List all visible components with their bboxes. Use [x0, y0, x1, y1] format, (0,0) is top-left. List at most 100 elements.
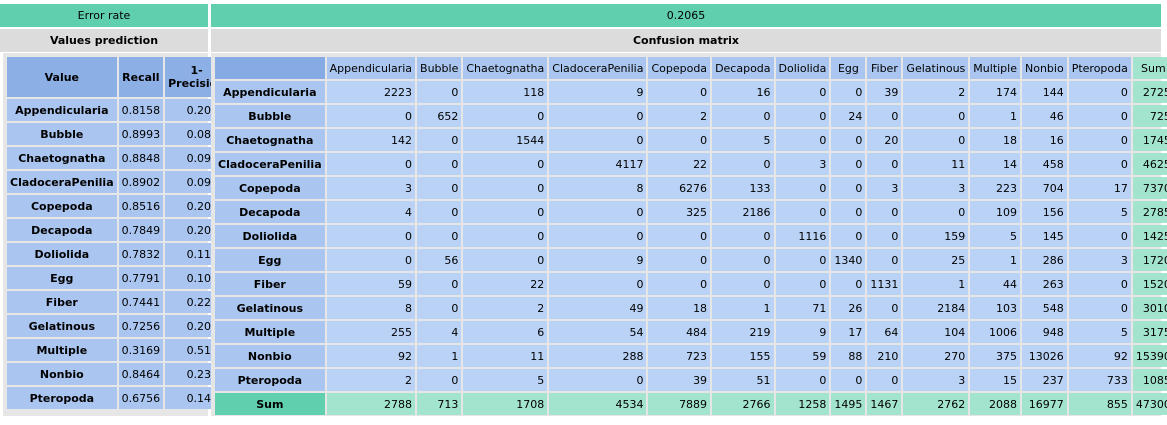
- count-cell: 3: [775, 153, 830, 175]
- count-cell: 1340: [831, 249, 866, 271]
- count-cell: 0: [903, 129, 969, 151]
- row: Doliolida000000111600159514501425: [215, 225, 1167, 247]
- class-label: Bubble: [7, 123, 117, 145]
- count-cell: 0: [775, 129, 830, 151]
- count-cell: 15: [970, 369, 1020, 391]
- count-cell: 2785: [1132, 201, 1167, 223]
- count-cell: 47300: [1132, 393, 1167, 415]
- count-cell: 3010: [1132, 297, 1167, 319]
- count-cell: 0: [463, 177, 548, 199]
- count-cell: 0: [549, 369, 647, 391]
- count-cell: 133: [712, 177, 774, 199]
- count-cell: 7889: [648, 393, 711, 415]
- count-cell: 725: [1132, 105, 1167, 127]
- count-cell: 0: [1068, 81, 1131, 103]
- count-cell: 3: [867, 177, 902, 199]
- column-header: Appendicularia: [326, 57, 416, 79]
- count-cell: 0: [463, 105, 548, 127]
- count-cell: 3175: [1132, 321, 1167, 343]
- count-cell: 17: [831, 321, 866, 343]
- error-rate-value: 0.2065: [211, 4, 1161, 27]
- count-cell: 0: [1068, 225, 1131, 247]
- count-cell: 0: [1068, 297, 1131, 319]
- count-cell: 144: [1022, 81, 1067, 103]
- values-table: Value Recall 1-Precision Appendicularia 0.81…: [5, 55, 230, 411]
- count-cell: 49: [549, 297, 647, 319]
- count-cell: 0: [549, 105, 647, 127]
- matrix-panel: Appendicularia Bubble Chaetognatha Cladocer…: [211, 53, 1167, 416]
- count-cell: 0: [417, 225, 462, 247]
- count-cell: 2186: [712, 201, 774, 223]
- count-cell: 0: [417, 129, 462, 151]
- count-cell: 4534: [549, 393, 647, 415]
- count-cell: 0: [549, 201, 647, 223]
- count-cell: 25: [903, 249, 969, 271]
- row: Bubble 0.8993 0.0856: [7, 123, 229, 145]
- count-cell: 9: [549, 249, 647, 271]
- header-row: Appendicularia Bubble Chaetognatha Cladocer…: [215, 57, 1167, 79]
- count-cell: 855: [1068, 393, 1131, 415]
- count-cell: 15390: [1132, 345, 1167, 367]
- count-cell: 4117: [549, 153, 647, 175]
- row-header: Bubble: [215, 105, 325, 127]
- count-cell: 237: [1022, 369, 1067, 391]
- count-cell: 1520: [1132, 273, 1167, 295]
- class-label: Egg: [7, 267, 117, 289]
- count-cell: 733: [1068, 369, 1131, 391]
- count-cell: 255: [326, 321, 416, 343]
- row: Appendicularia 2223 0 118 9 0 16 0 0 39 2 174 144 0 27…: [215, 81, 1167, 103]
- count-cell: 0: [326, 249, 416, 271]
- count-cell: 1708: [463, 393, 548, 415]
- values-prediction-label: Values prediction: [0, 29, 208, 52]
- count-cell: 46: [1022, 105, 1067, 127]
- column-header: Fiber: [867, 57, 902, 79]
- count-cell: 18: [970, 129, 1020, 151]
- row: Fiber5902200000113114426301520: [215, 273, 1167, 295]
- count-cell: 0: [775, 273, 830, 295]
- row: CladoceraPenilia 0.8902 0.0920: [7, 171, 229, 193]
- count-cell: 1006: [970, 321, 1020, 343]
- count-cell: 0: [712, 153, 774, 175]
- class-label: Decapoda: [7, 219, 117, 241]
- count-cell: 0: [831, 81, 866, 103]
- count-cell: 39: [867, 81, 902, 103]
- count-cell: 0: [326, 153, 416, 175]
- count-cell: 156: [1022, 201, 1067, 223]
- count-cell: 288: [549, 345, 647, 367]
- count-cell: 1745: [1132, 129, 1167, 151]
- count-cell: 155: [712, 345, 774, 367]
- count-cell: 2: [903, 81, 969, 103]
- metric-cell: 0.3169: [118, 339, 164, 361]
- count-cell: 2: [463, 297, 548, 319]
- count-cell: 0: [463, 225, 548, 247]
- row: Decapoda40003252186000010915652785: [215, 201, 1167, 223]
- column-header: Decapoda: [712, 57, 774, 79]
- column-header: CladoceraPenilia: [549, 57, 647, 79]
- count-cell: 174: [970, 81, 1020, 103]
- metric-cell: 0.7832: [118, 243, 164, 265]
- count-cell: 0: [867, 369, 902, 391]
- count-cell: 8: [326, 297, 416, 319]
- row: Copepoda 0.8516 0.2045: [7, 195, 229, 217]
- metric-cell: 0.7849: [118, 219, 164, 241]
- count-cell: 3: [903, 369, 969, 391]
- count-cell: 0: [1068, 153, 1131, 175]
- count-cell: 0: [775, 177, 830, 199]
- count-cell: 0: [831, 201, 866, 223]
- class-label: Chaetognatha: [7, 147, 117, 169]
- count-cell: 2766: [712, 393, 774, 415]
- row-header: Chaetognatha: [215, 129, 325, 151]
- count-cell: 0: [417, 297, 462, 319]
- count-cell: 0: [1068, 105, 1131, 127]
- count-cell: 0: [867, 225, 902, 247]
- column-header: Recall: [118, 57, 164, 97]
- row: Fiber 0.7441 0.2290: [7, 291, 229, 313]
- count-cell: 5: [1068, 321, 1131, 343]
- count-cell: 1720: [1132, 249, 1167, 271]
- count-cell: 5: [463, 369, 548, 391]
- metric-cell: 0.7256: [118, 315, 164, 337]
- row: Egg 0.7791 0.1037: [7, 267, 229, 289]
- column-header: Value: [7, 57, 117, 97]
- count-cell: 159: [903, 225, 969, 247]
- count-cell: 24: [831, 105, 866, 127]
